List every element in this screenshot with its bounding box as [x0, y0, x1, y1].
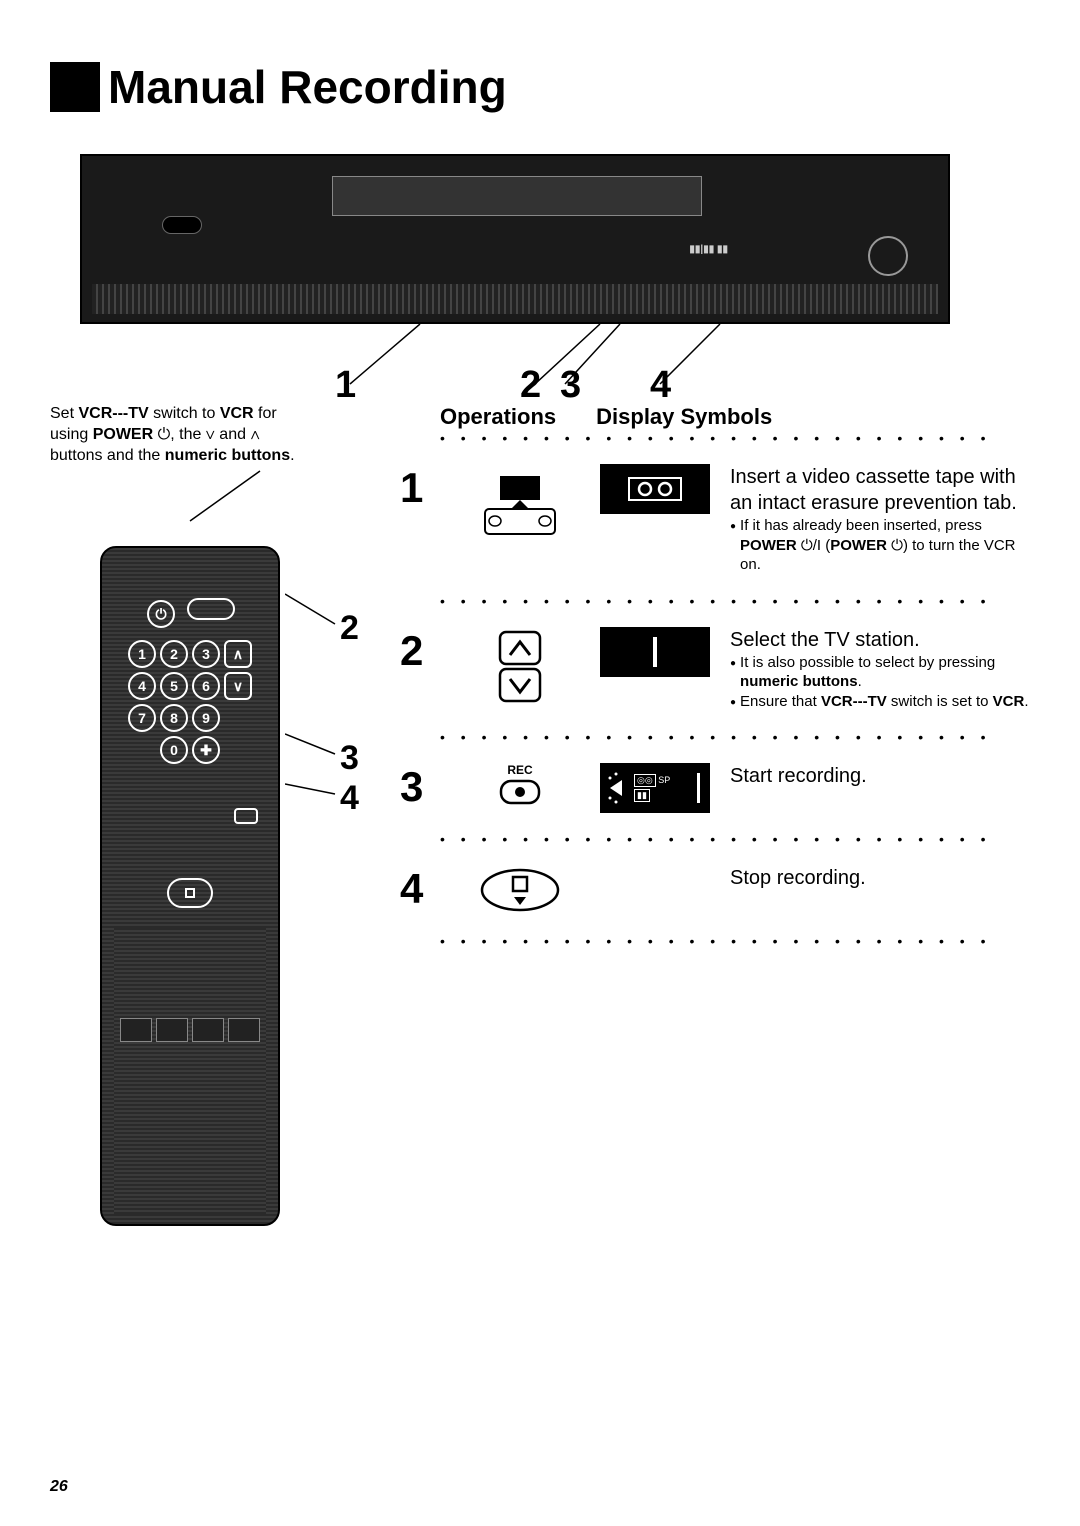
remote-top-row: ⏻ — [114, 598, 266, 630]
t: VCR — [220, 405, 254, 422]
separator-dots: • • • • • • • • • • • • • • • • • • • • … — [440, 729, 1000, 745]
vcr-cassette-slot — [332, 176, 702, 216]
column-headers: Operations Display Symbols — [440, 404, 960, 430]
step-4: 4 Stop recording. — [400, 847, 1030, 933]
remote-pointer-line — [130, 466, 330, 526]
step-3-display-symbol: ◎◎ SP ▮▮ — [600, 763, 710, 813]
step-1-display-symbol — [600, 464, 710, 514]
step-number: 1 — [400, 464, 440, 512]
callout-1: 1 — [335, 364, 356, 407]
step-2-main-text: Select the TV station. — [730, 627, 1030, 653]
step-2: 2 Select the TV station. It is also poss… — [400, 609, 1030, 730]
step-2-bullet-2: Ensure that VCR---TV switch is set to VC… — [730, 692, 1030, 712]
callout-3: 3 — [560, 364, 581, 407]
separator-dots: • • • • • • • • • • • • • • • • • • • • … — [440, 831, 1000, 847]
step-number: 3 — [400, 763, 440, 811]
step-2-bullet-1: It is also possible to select by pressin… — [730, 653, 1030, 692]
rec-button-icon — [234, 808, 258, 824]
step-2-description: Select the TV station. It is also possib… — [730, 627, 1030, 712]
step-2-operation-icon — [460, 627, 580, 707]
vcr-unit-illustration: ▮▮|▮▮ ▮▮ — [80, 154, 950, 324]
display-symbols-header: Display Symbols — [596, 404, 772, 430]
t: buttons and the — [50, 447, 165, 464]
page-number: 26 — [50, 1478, 68, 1496]
remote-callout-3: 3 — [340, 739, 359, 778]
t: Set — [50, 405, 78, 422]
step-4-operation-icon — [460, 865, 580, 915]
step-4-main-text: Stop recording. — [730, 865, 1030, 891]
separator-dots: • • • • • • • • • • • • • • • • • • • • … — [440, 933, 1000, 949]
step-1-description: Insert a video cassette tape with an int… — [730, 464, 1030, 575]
step-4-description: Stop recording. — [730, 865, 1030, 891]
vcr-label: ▮▮|▮▮ ▮▮ — [689, 244, 728, 255]
remote-control-illustration: ⏻ 123∧ 456∨ 789 0✚ — [100, 546, 280, 1226]
step-number: 4 — [400, 865, 440, 913]
step-3: 3 REC ◎◎ SP ▮▮ Start recording. — [400, 745, 1030, 831]
step-3-main-text: Start recording. — [730, 763, 1030, 789]
vcr-texture — [92, 284, 938, 314]
step-3-operation-icon: REC — [460, 763, 580, 807]
title-bullet-block — [50, 62, 100, 112]
callout-4: 4 — [650, 364, 671, 407]
t: for — [254, 405, 277, 422]
t: VCR---TV — [78, 405, 148, 422]
t: using — [50, 426, 93, 443]
separator-dots: • • • • • • • • • • • • • • • • • • • • … — [440, 593, 1000, 609]
vcr-tv-switch — [187, 598, 235, 620]
step-1: 1 Insert a video cassette tape with an i… — [400, 446, 1030, 593]
stop-button-icon — [167, 878, 213, 908]
rec-label: REC — [507, 763, 532, 777]
step-1-main-text: Insert a video cassette tape with an int… — [730, 464, 1030, 516]
step-1-operation-icon — [460, 464, 580, 544]
vcr-jog-dial — [868, 236, 908, 276]
right-column: Operations Display Symbols • • • • • • •… — [400, 404, 1030, 1226]
t: switch to — [149, 405, 220, 422]
remote-section — [114, 788, 266, 848]
separator-dots: • • • • • • • • • • • • • • • • • • • • … — [440, 430, 1000, 446]
remote-lower-section — [114, 928, 266, 1214]
vcr-callout-lines: 1 2 3 4 — [80, 324, 950, 394]
intro-note: Set VCR---TV switch to VCR for using POW… — [50, 404, 400, 466]
page-title-row: Manual Recording — [50, 60, 1030, 114]
t: . — [290, 447, 294, 464]
operations-header: Operations — [440, 404, 556, 430]
t: POWER — [93, 426, 153, 443]
t: ⏻, the ∨ and ∧ — [153, 426, 259, 443]
left-column: Set VCR---TV switch to VCR for using POW… — [50, 404, 400, 1226]
step-3-description: Start recording. — [730, 763, 1030, 789]
vcr-button — [162, 216, 202, 234]
step-2-display-symbol — [600, 627, 710, 677]
step-1-bullet-1: If it has already been inserted, press P… — [730, 516, 1030, 575]
callout-2: 2 — [520, 364, 541, 407]
step-number: 2 — [400, 627, 440, 675]
power-icon: ⏻ — [147, 600, 175, 628]
remote-callout-2: 2 — [340, 609, 359, 648]
body-grid: Set VCR---TV switch to VCR for using POW… — [50, 404, 1030, 1226]
page-title: Manual Recording — [108, 60, 507, 114]
remote-callout-4: 4 — [340, 779, 359, 818]
t: numeric buttons — [165, 447, 290, 464]
